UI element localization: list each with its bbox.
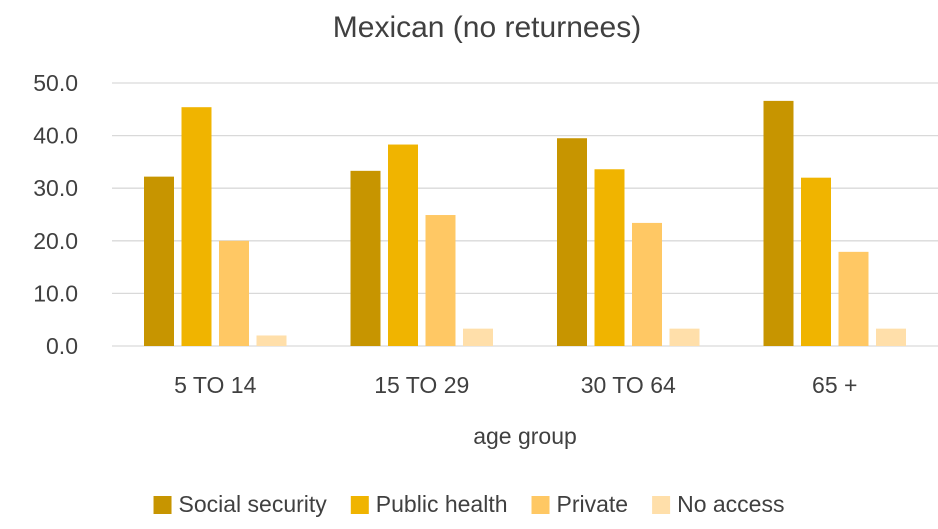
y-tick-label: 40.0: [33, 123, 78, 149]
bar-public-health: [801, 177, 831, 346]
legend-swatch-private: [531, 496, 550, 514]
bar-social-security: [763, 100, 794, 346]
bar-private: [425, 215, 456, 346]
bar-public-health: [594, 169, 625, 346]
bar-private: [219, 240, 249, 346]
bar-no-access: [256, 335, 287, 346]
x-tick-label: 15 TO 29: [374, 372, 469, 398]
legend-swatch-no-access: [652, 496, 671, 514]
bar-social-security: [557, 138, 587, 346]
bar-no-access: [669, 328, 700, 346]
y-tick-label: 30.0: [33, 175, 78, 201]
legend-label-private: Private: [557, 491, 629, 517]
x-axis-label: age group: [473, 423, 577, 449]
y-tick-label: 10.0: [33, 280, 78, 306]
legend-swatch-social-security: [153, 496, 172, 514]
bar-no-access: [876, 328, 906, 346]
bar-public-health: [181, 107, 212, 346]
bar-private: [838, 251, 869, 346]
y-tick-label: 20.0: [33, 228, 78, 254]
legend: Social security Public health Private No ac…: [153, 491, 784, 517]
legend-label-no-access: No access: [677, 491, 784, 517]
bar-no-access: [463, 328, 493, 346]
x-tick-label: 30 TO 64: [581, 372, 676, 398]
x-tick-label: 65 +: [812, 372, 857, 398]
x-tick-label: 5 TO 14: [174, 372, 256, 398]
legend-swatch-public-health: [350, 496, 369, 514]
x-axis-ticks: 5 TO 14 15 TO 29 30 TO 64 65 +: [174, 372, 857, 398]
gridlines: [112, 82, 938, 347]
legend-label-social-security: Social security: [179, 491, 328, 517]
bars: [144, 100, 906, 346]
bar-public-health: [388, 144, 418, 346]
y-tick-label: 0.0: [46, 333, 78, 359]
bar-private: [632, 222, 662, 346]
legend-label-public-health: Public health: [376, 491, 508, 517]
y-tick-label: 50.0: [33, 70, 78, 96]
bar-social-security: [144, 176, 174, 346]
chart-title: Mexican (no returnees): [333, 11, 641, 44]
bar-social-security: [350, 170, 381, 346]
y-axis-ticks: 0.0 10.0 20.0 30.0 40.0 50.0: [33, 70, 78, 359]
